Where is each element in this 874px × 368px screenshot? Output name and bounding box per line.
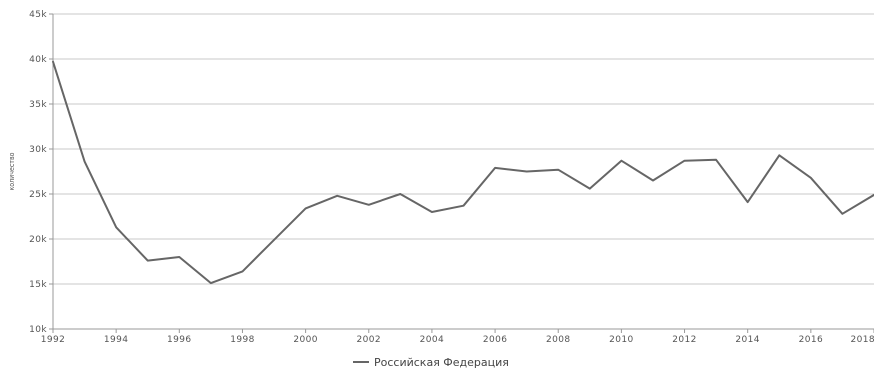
x-tick-label: 2016 [799, 335, 824, 345]
y-tick-label: 35k [29, 100, 47, 110]
x-tick-label: 2010 [609, 335, 634, 345]
series-line [52, 60, 874, 285]
y-tick-label: 40k [29, 55, 47, 65]
x-tick-label: 2008 [546, 335, 571, 345]
x-tick-label: 2018 [850, 335, 874, 345]
x-tick-label: 1994 [104, 335, 129, 345]
y-tick-label: 10k [29, 325, 47, 335]
x-tick-label: 1996 [167, 335, 192, 345]
x-tick-label: 2004 [420, 335, 445, 345]
tick-labels: 10k 15k 20k 25k 30k 35k 40k 45k 1992 1994 1996 1998… [29, 10, 874, 345]
y-axis-title: количество [8, 152, 16, 190]
axes [49, 13, 874, 333]
x-tick-label: 2012 [672, 335, 697, 345]
y-tick-label: 25k [29, 190, 47, 200]
y-tick-label: 30k [29, 145, 47, 155]
x-tick-label: 2002 [357, 335, 382, 345]
legend-label: Российская Федерация [374, 356, 509, 368]
y-tick-label: 15k [29, 280, 47, 290]
y-tick-label: 45k [29, 10, 47, 20]
y-tick-label: 20k [29, 235, 47, 245]
x-tick-label: 1998 [230, 335, 255, 345]
series-lines [52, 60, 874, 285]
grid-lines [53, 13, 874, 330]
x-tick-label: 2006 [483, 335, 508, 345]
x-tick-label: 2014 [735, 335, 760, 345]
x-tick-label: 1992 [41, 335, 66, 345]
x-tick-label: 2000 [293, 335, 318, 345]
legend[interactable]: Российская Федерация [353, 356, 509, 368]
